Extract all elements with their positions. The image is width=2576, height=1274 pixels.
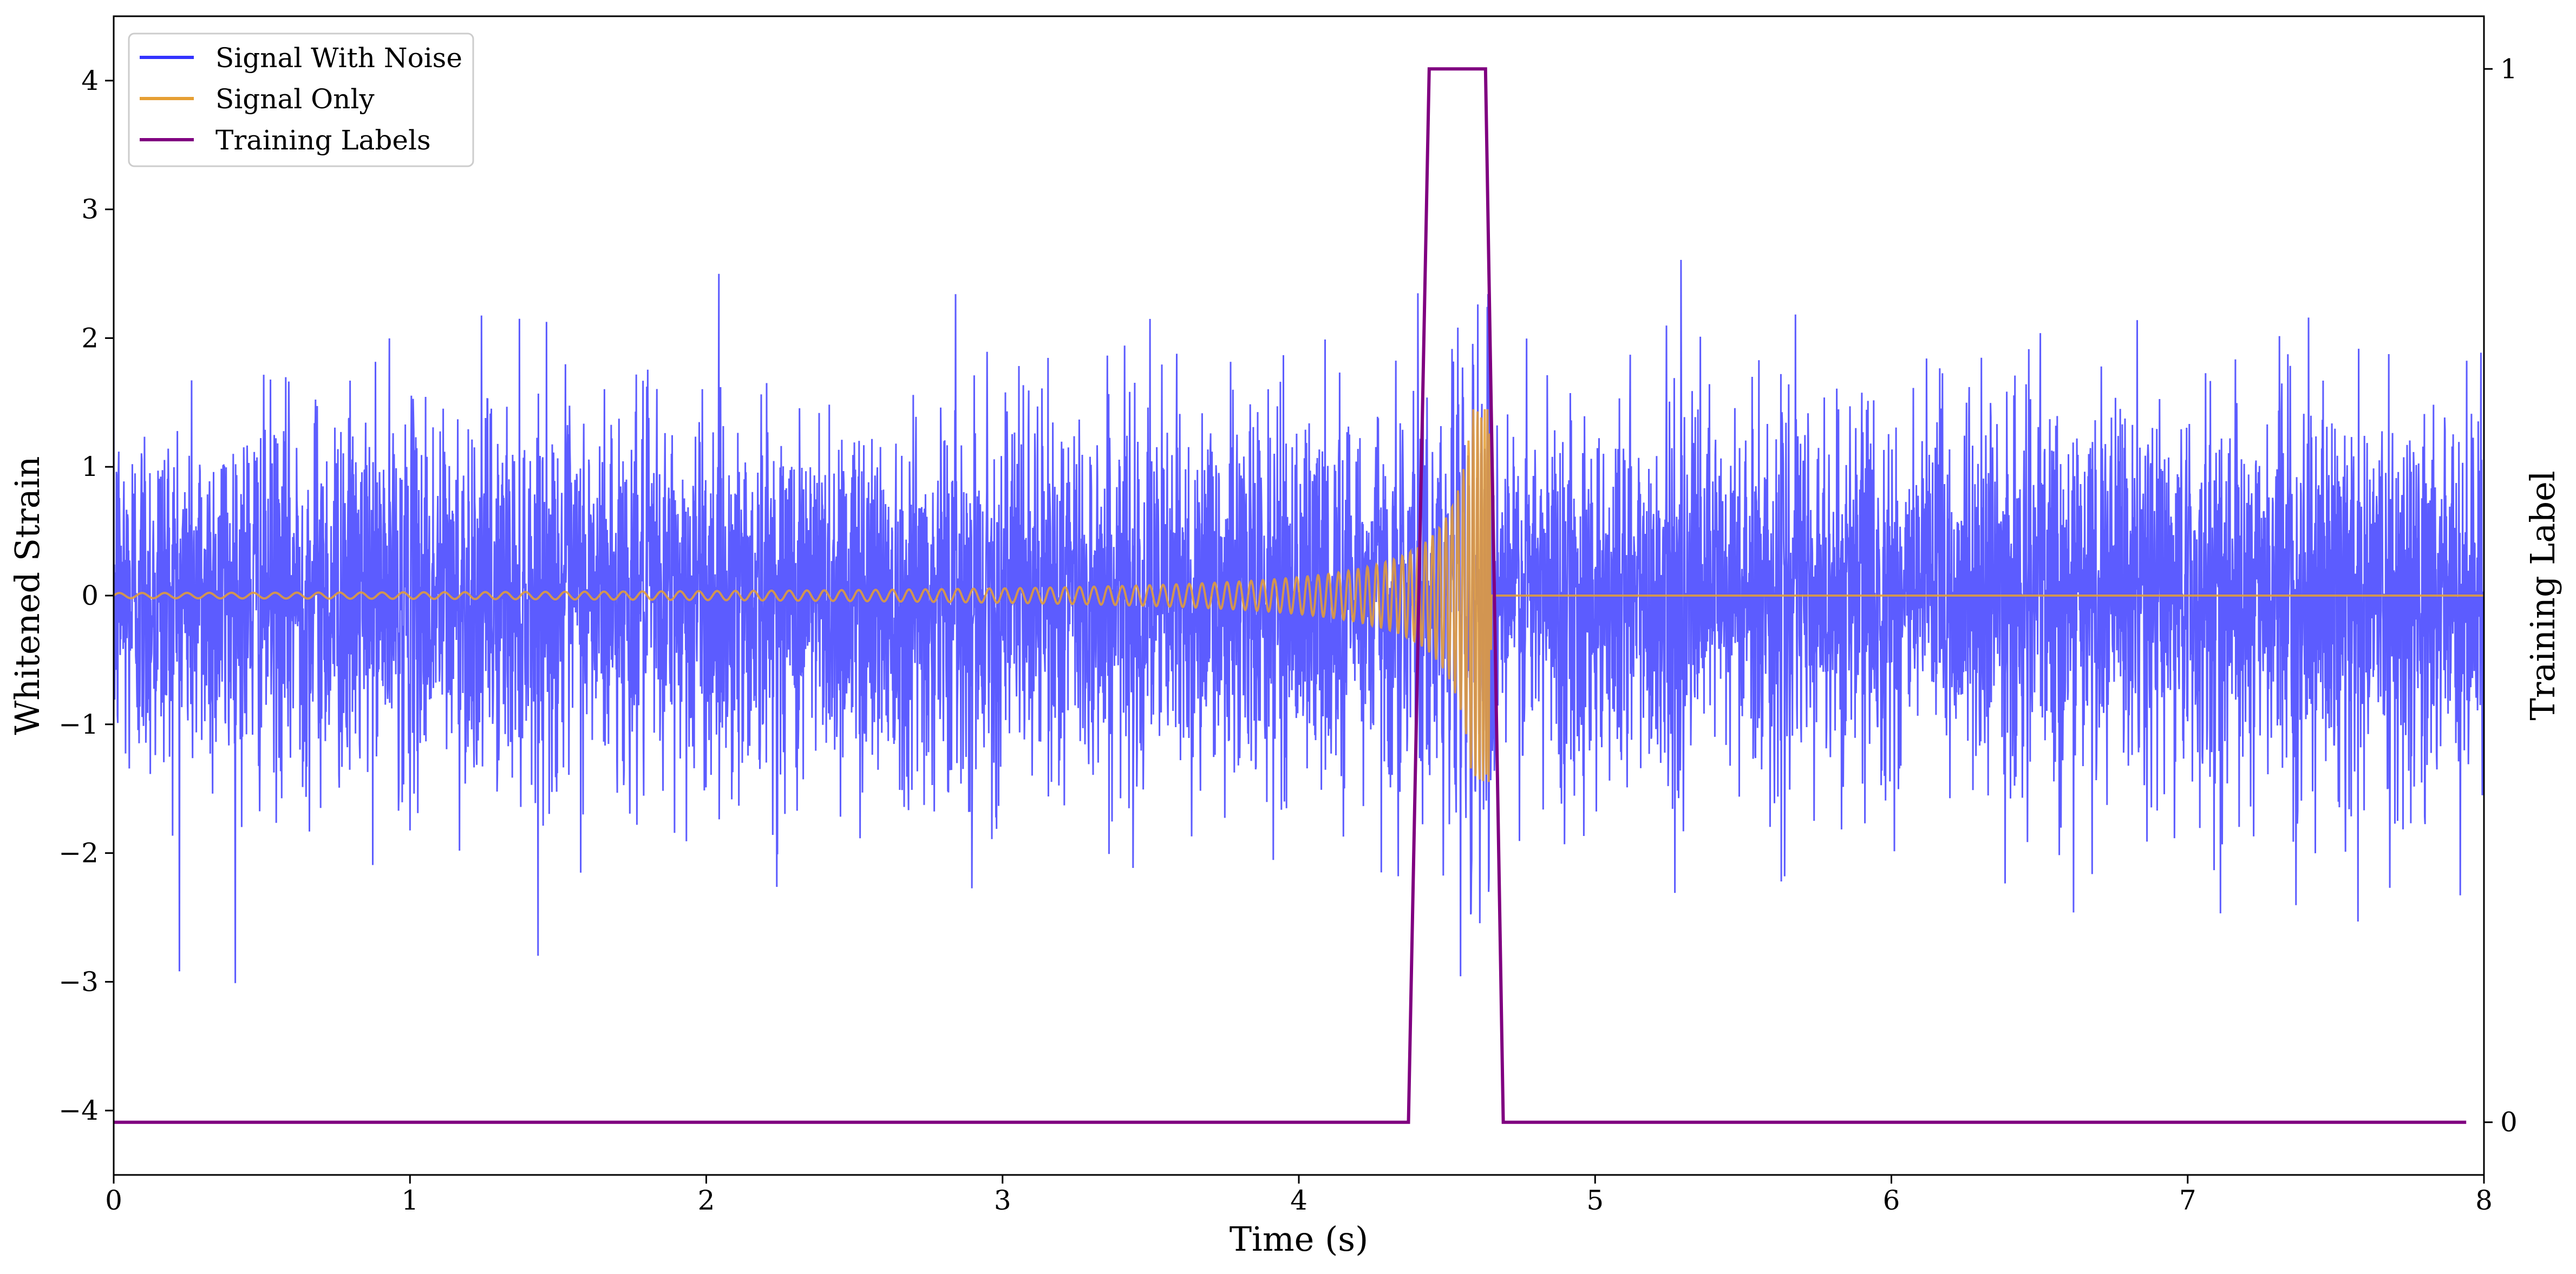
y-tick-label: 1 [81,451,99,482]
y2-tick-label: 1 [2500,53,2518,84]
y-tick-label: 0 [81,580,99,611]
x-tick-label: 5 [1586,1185,1604,1216]
legend-label-signal-only: Signal Only [215,83,375,115]
y-axis-title: Whitened Strain [8,456,47,735]
y-tick-label: −2 [58,838,99,869]
y2-tick-label: 0 [2500,1107,2518,1138]
y2-axis-title: Training Label [2523,471,2562,720]
y-tick-label: −1 [58,709,99,740]
x-tick-label: 2 [698,1185,715,1216]
x-axis-title: Time (s) [1230,1219,1369,1259]
y-tick-label: −4 [58,1095,99,1126]
legend-label-training-labels: Training Labels [215,125,431,156]
series-line-training-labels [114,67,2467,1124]
legend-box [128,32,474,167]
series-line-signal-with-noise [114,259,2484,983]
series-line-signal-only [114,409,2484,782]
x-tick-label: 1 [401,1185,419,1216]
y-tick-label: −3 [58,966,99,997]
y-tick-label: 2 [81,322,99,354]
legend: Signal With Noise Signal Only Training L… [128,32,474,167]
plot-area [114,67,2484,1124]
x-tick-label: 0 [105,1185,122,1216]
x-axis-ticks: 0 1 2 3 4 5 6 7 8 [105,1175,2493,1216]
legend-label-signal-with-noise: Signal With Noise [215,42,462,74]
x-tick-label: 6 [1883,1185,1900,1216]
y-tick-label: 3 [81,194,99,225]
y-axis-ticks: −4 −3 −2 −1 0 1 2 3 4 [58,65,114,1126]
y-tick-label: 4 [81,65,99,96]
x-tick-label: 3 [994,1185,1011,1216]
x-tick-label: 4 [1290,1185,1307,1216]
x-tick-label: 7 [2179,1185,2196,1216]
y2-axis-ticks: 01 [2484,53,2518,1138]
x-tick-label: 8 [2475,1185,2493,1216]
